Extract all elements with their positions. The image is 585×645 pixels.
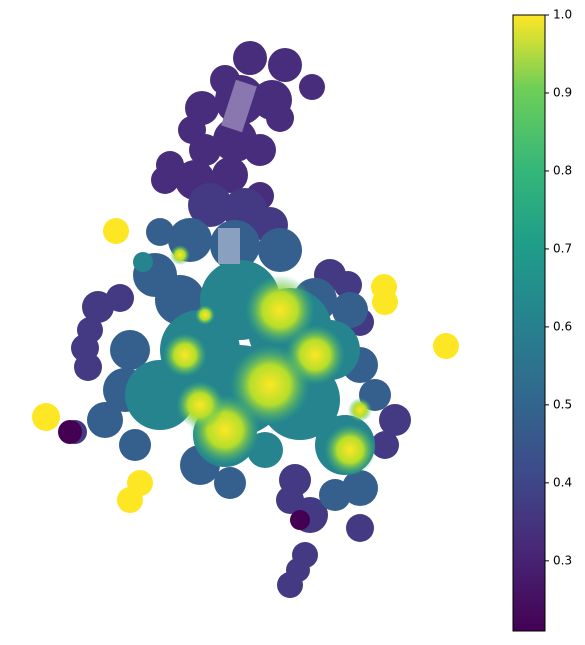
map-outliers	[32, 218, 459, 513]
colorbar-tick-label: 0.5	[553, 397, 572, 411]
colorbar-tick-label: 0.9	[553, 85, 572, 99]
colorbar-tick-label: 0.4	[553, 475, 572, 489]
colorbar-tick-label: 1.0	[553, 8, 572, 22]
map-building	[221, 79, 257, 133]
map	[32, 41, 459, 598]
colorbar-tick-label: 0.8	[553, 163, 572, 177]
colorbar-tick-label: 0.6	[553, 319, 572, 333]
map-hotspots	[163, 245, 376, 476]
colorbar-scale	[512, 14, 546, 632]
colorbar-tick-label: 0.3	[553, 553, 572, 567]
colorbar-tick-label: 0.7	[553, 241, 572, 255]
map-zones-dark	[58, 420, 310, 530]
map-building	[218, 228, 240, 264]
colorbar	[512, 14, 546, 632]
